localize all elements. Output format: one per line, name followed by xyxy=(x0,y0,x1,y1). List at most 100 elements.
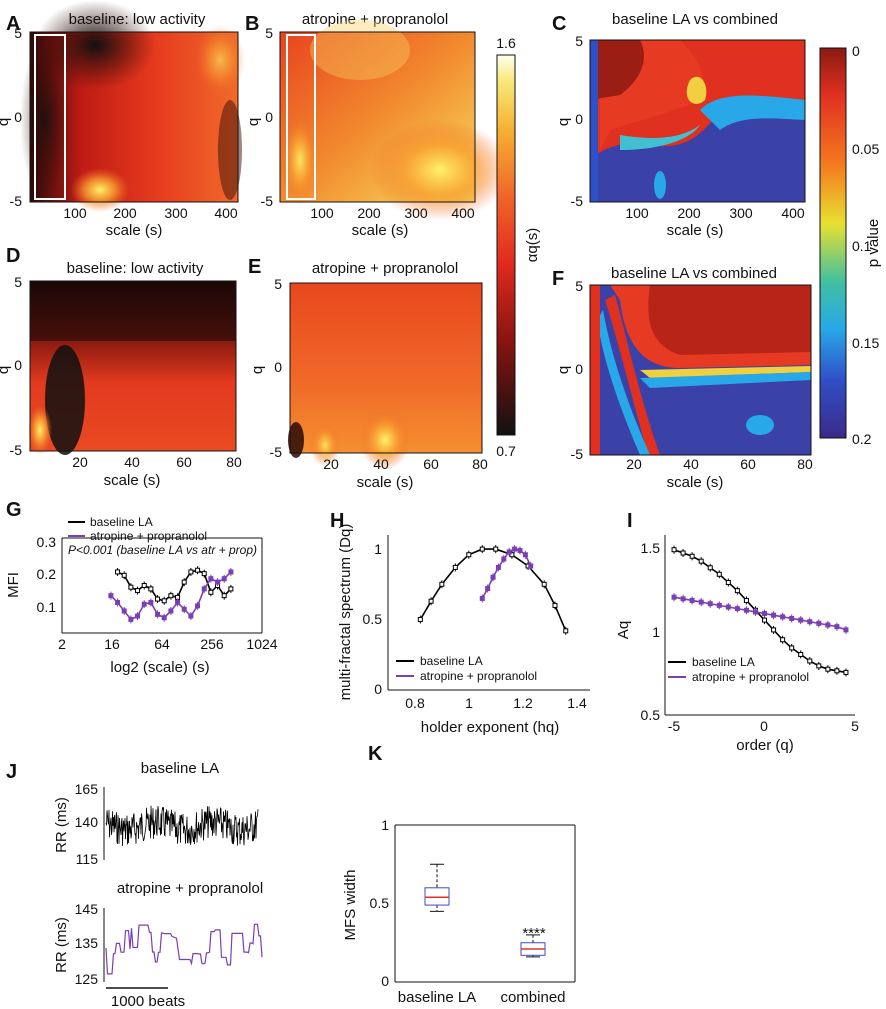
panel-label-g: G xyxy=(6,499,22,521)
h-point xyxy=(506,549,512,555)
h-point xyxy=(490,574,496,580)
significance-stars: **** xyxy=(522,925,546,942)
h-point xyxy=(479,595,485,601)
ytick-h: 1 xyxy=(374,541,382,557)
ytick-i: 1.5 xyxy=(641,540,661,556)
i-point xyxy=(807,619,813,625)
legend-h-baseline: baseline LA xyxy=(420,654,483,668)
panel-f: F baseline LA vs combined 5 0 -5 q 20 40… xyxy=(552,265,813,491)
ytick-k: 0.5 xyxy=(370,895,390,911)
i-point xyxy=(698,558,704,564)
h-point xyxy=(552,602,558,608)
panel-k: K 1 0.5 0 MFS width baseline LA combined… xyxy=(342,743,576,1006)
g-point xyxy=(108,593,114,599)
panel-label-h: H xyxy=(330,510,344,532)
xtick-h: 0.8 xyxy=(405,695,425,711)
panel-h-axes xyxy=(387,535,590,691)
panel-k-axes xyxy=(394,824,576,983)
colorbar-alpha-min: 0.7 xyxy=(496,443,516,459)
xtick-h: 1 xyxy=(465,695,473,711)
ylabel-c: q xyxy=(555,118,572,126)
xtick-a: 200 xyxy=(113,205,137,221)
panel-label-b: B xyxy=(245,13,259,35)
xtick-c: 100 xyxy=(625,205,649,221)
g-point xyxy=(188,613,194,619)
xtick-h: 1.4 xyxy=(567,695,587,711)
ylabel-f: q xyxy=(555,366,572,374)
g-point xyxy=(181,579,187,585)
panel-label-k: K xyxy=(368,743,383,765)
colorbar-alpha: 1.6 0.7 αq(s) xyxy=(496,35,541,459)
h-point xyxy=(517,548,523,553)
h-point xyxy=(485,586,491,592)
ytick-i: 0.5 xyxy=(641,707,661,723)
panel-f-heatmap xyxy=(590,285,811,455)
h-point xyxy=(512,546,518,552)
g-point xyxy=(168,593,174,599)
xtick-d: 80 xyxy=(226,454,242,470)
ytick-j-top: 140 xyxy=(75,814,99,830)
xlabel-a: scale (s) xyxy=(106,222,163,239)
g-point xyxy=(188,569,194,575)
panel-h: H baseline LA atropine + propranolol 1 0… xyxy=(330,510,590,736)
xtick-i: 5 xyxy=(851,718,859,734)
i-point xyxy=(689,597,695,603)
i-point xyxy=(707,601,713,607)
highlight-box xyxy=(34,34,66,200)
trace-bottom-title: atropine + propranolol xyxy=(117,880,263,897)
ytick-i: 1 xyxy=(652,624,660,640)
ytick-h: 0.5 xyxy=(363,611,383,627)
ytick-a: -5 xyxy=(10,193,23,209)
panel-label-c: C xyxy=(552,13,566,35)
legend-h: baseline LA atropine + propranolol xyxy=(396,654,537,683)
ytick-f: 0 xyxy=(575,361,583,377)
xtick-d: 20 xyxy=(72,454,88,470)
panel-a-heatmap xyxy=(20,0,245,212)
xtick-g: 256 xyxy=(200,636,224,652)
xlabel-e: scale (s) xyxy=(357,474,414,491)
ytick-d: 0 xyxy=(14,357,22,373)
ytick-d: 5 xyxy=(14,274,22,290)
xtick-g: 1024 xyxy=(246,636,277,652)
ytick-k: 0 xyxy=(381,973,389,989)
colorbar-p-tick: 0.15 xyxy=(852,335,879,351)
i-point xyxy=(762,611,768,617)
g-point xyxy=(115,599,121,605)
xtick-k: combined xyxy=(500,989,565,1006)
panel-d: D baseline: low activity 5 0 -5 q 20 40 … xyxy=(0,245,242,489)
h-point xyxy=(479,546,485,552)
ytick-j-bottom: 125 xyxy=(75,971,99,987)
g-point xyxy=(135,613,141,619)
ytick-g: 0.1 xyxy=(37,599,57,615)
panel-c-title: baseline LA vs combined xyxy=(612,11,778,28)
i-point xyxy=(689,553,695,559)
h-point xyxy=(439,581,445,587)
ytick-c: 5 xyxy=(575,33,583,49)
g-point xyxy=(181,606,187,612)
colorbar-p-tick: 0.05 xyxy=(852,141,879,157)
h-point xyxy=(417,617,423,623)
i-point xyxy=(698,599,704,605)
g-point xyxy=(155,596,161,602)
g-point xyxy=(168,608,174,614)
ytick-d: -5 xyxy=(10,442,23,458)
i-point xyxy=(789,645,795,651)
h-point xyxy=(493,546,499,552)
colorbar-p-tick: 0 xyxy=(852,43,860,59)
panel-g: G baseline LA atropine + propranolol P<0… xyxy=(5,499,278,676)
legend-i: baseline LA atropine + propranolol xyxy=(668,655,809,684)
ytick-j-top: 165 xyxy=(75,781,99,797)
xtick-h: 1.2 xyxy=(513,695,533,711)
i-point xyxy=(743,597,749,603)
xtick-c: 200 xyxy=(677,205,701,221)
panel-c: C baseline LA vs combined 5 0 -5 q 100 2… xyxy=(552,11,806,239)
ytick-f: -5 xyxy=(571,446,584,462)
ytick-b: 5 xyxy=(265,25,273,41)
g-point xyxy=(195,603,201,609)
xtick-d: 60 xyxy=(176,454,192,470)
h-point xyxy=(495,564,501,570)
i-point xyxy=(789,615,795,621)
i-point xyxy=(725,579,731,585)
g-point xyxy=(135,588,141,594)
panel-label-f: F xyxy=(552,268,564,290)
